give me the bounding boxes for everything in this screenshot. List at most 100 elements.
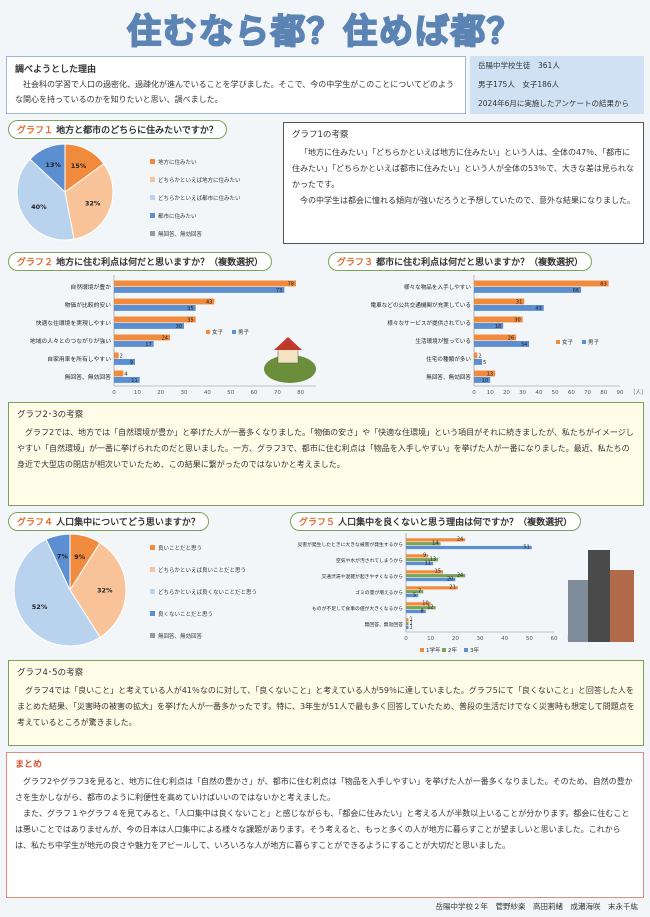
graph4-chart: 9% 32% 52% 7% 良いことだと思うどちらかといえば良いことだと思うどちらかと… <box>13 533 257 647</box>
bar <box>406 561 434 566</box>
category-label: 無回答、無効回答 <box>365 621 404 628</box>
bar <box>114 377 140 383</box>
bar <box>474 352 478 359</box>
bar-value-label: 9 <box>130 360 133 366</box>
bar <box>474 287 582 293</box>
x-tick-label: 50 <box>227 390 234 396</box>
pie-slice-label: 15% <box>71 162 87 170</box>
bar <box>406 586 458 590</box>
category-label: 空気や水が汚されてしまうから <box>336 557 403 564</box>
bar-value-label: 51 <box>523 544 529 550</box>
legend-label: 良いことだと思う <box>158 544 202 552</box>
bar <box>406 570 443 574</box>
bar-value-label: 30 <box>176 324 182 330</box>
bar-value-label: 10 <box>422 601 428 607</box>
reason-box: 調べようとした理由 社会科の学習で人口の過密化、過疎化が進んでいることを学びまし… <box>6 56 466 114</box>
legend-label: 無回答、無効回答 <box>158 230 203 238</box>
category-label: 無回答、無効回答 <box>65 373 112 381</box>
x-tick-label: 30 <box>181 390 188 396</box>
bar-value-label: 5 <box>413 592 416 598</box>
legend-label: どちらかといえば良くないことだと思う <box>158 588 257 596</box>
graph45-consideration: グラフ4･5の考察 グラフ4では「良いこと」と考えている人が41％なのに対して、… <box>8 660 644 746</box>
x-tick-label: 10 <box>134 390 141 396</box>
x-tick-label: 40 <box>501 636 508 642</box>
category-label: ものが不足して食事の値が大きくなるから <box>312 605 403 612</box>
bar <box>406 618 409 622</box>
x-tick-label: 60 <box>251 390 258 396</box>
bar-value-label: 2 <box>120 354 123 360</box>
bar <box>406 558 439 562</box>
bar-value-label: 30 <box>514 318 520 324</box>
bar-value-label: 43 <box>206 300 212 306</box>
x-tick-label: 50 <box>552 390 559 396</box>
bar-value-label: 21 <box>449 585 455 591</box>
bar-value-label: 4 <box>124 372 127 378</box>
bar-value-label: 73 <box>276 288 282 294</box>
bar-value-label: 78 <box>288 282 294 288</box>
bar-value-label: 1 <box>409 621 412 627</box>
legend-label: 男子 <box>588 339 600 346</box>
bar <box>114 370 124 377</box>
bar-value-label: 11 <box>131 378 137 384</box>
bar-value-label: 35 <box>187 306 193 312</box>
bar-value-label: 1 <box>409 617 412 623</box>
bar <box>114 280 296 287</box>
bar <box>406 602 431 606</box>
bar <box>406 554 429 558</box>
bar-value-label: 13 <box>487 372 493 378</box>
legend-swatch <box>442 648 446 652</box>
bar <box>406 606 436 610</box>
graph3-title: グラフ３ 都市に住む利点は何だと思いますか？（複数選択） <box>328 252 593 271</box>
pie-slice-label: 32% <box>85 199 101 207</box>
survey-info-line: 岳陽中学校生徒 361人 <box>478 61 560 70</box>
x-tick-label: 40 <box>204 390 211 396</box>
building-illustration <box>568 550 634 642</box>
x-tick-label: 0 <box>472 390 476 396</box>
pie-slice <box>29 143 66 194</box>
bar-value-label: 24 <box>457 537 463 543</box>
legend-swatch <box>150 567 155 572</box>
pie-slice-label: 52% <box>32 603 48 611</box>
graph5-chart: 0102030405060［人］災害が発生したときに大きな被害が発生するから24… <box>297 533 634 654</box>
graph2-title: グラフ２ 地方に住む利点は何だと思いますか？（複数選択） <box>8 252 273 271</box>
legend-label: どちらかといえば地方に住みたい <box>158 176 241 184</box>
legend-swatch <box>150 195 155 200</box>
legend-label: 地方に住みたい <box>158 158 197 166</box>
bar <box>406 593 419 598</box>
bar-value-label: 9 <box>423 553 426 559</box>
bar <box>114 287 285 293</box>
bar-value-label: 26 <box>508 336 514 342</box>
bar-value-label: 11 <box>425 560 431 566</box>
x-tick-label: 50 <box>526 636 533 642</box>
category-label: 住宅の種類が多い <box>426 355 471 363</box>
category-label: 交通渋滞や混雑が起きやすくなるから <box>321 573 403 580</box>
graph45-consideration-heading: グラフ4･5の考察 <box>17 668 84 678</box>
pie-slice <box>45 533 71 591</box>
graph23-consideration: グラフ2･3の考察 グラフ2では、地方では「自然環境が豊か」と挙げた人が一番多く… <box>8 402 644 506</box>
bar <box>474 298 525 305</box>
legend-swatch <box>150 213 155 218</box>
legend-label: 無回答、無効回答 <box>158 632 203 640</box>
bar-value-label: 5 <box>483 360 486 366</box>
category-label: 様々な物品を入手しやすい <box>404 283 471 291</box>
bar-value-label: 24 <box>457 573 463 579</box>
x-tick-label: 90 <box>617 390 624 396</box>
summary-box: まとめ グラフ2やグラフ3を見ると、地方に住む利点は「自然の豊かさ」が、都市に住… <box>6 752 644 898</box>
graph2-chart: 0102030405060708090［人］自然環境が豊か7873物価が比較的安… <box>30 275 316 396</box>
x-tick-label: 80 <box>600 390 607 396</box>
x-tick-label: 60 <box>568 390 575 396</box>
x-tick-label: 20 <box>452 636 459 642</box>
bar-value-label: 35 <box>187 318 193 324</box>
graph1-consideration: グラフ1の考察 「地方に住みたい」「どちらかといえば地方に住みたい」という人は、… <box>283 122 644 244</box>
bar <box>114 359 135 365</box>
bar <box>406 538 466 542</box>
bar <box>114 323 184 329</box>
x-tick-label: 30 <box>519 390 526 396</box>
pie-slice <box>64 163 114 240</box>
x-tick-label: 20 <box>503 390 510 396</box>
x-tick-label: 60 <box>551 636 558 642</box>
graph1-title: グラフ１ 地方と都市のどちらに住みたいですか？ <box>8 120 227 139</box>
survey-info-line: 男子175人 女子186人 <box>478 80 560 89</box>
pie-slice-label: 7% <box>57 553 69 561</box>
bar <box>406 625 409 630</box>
